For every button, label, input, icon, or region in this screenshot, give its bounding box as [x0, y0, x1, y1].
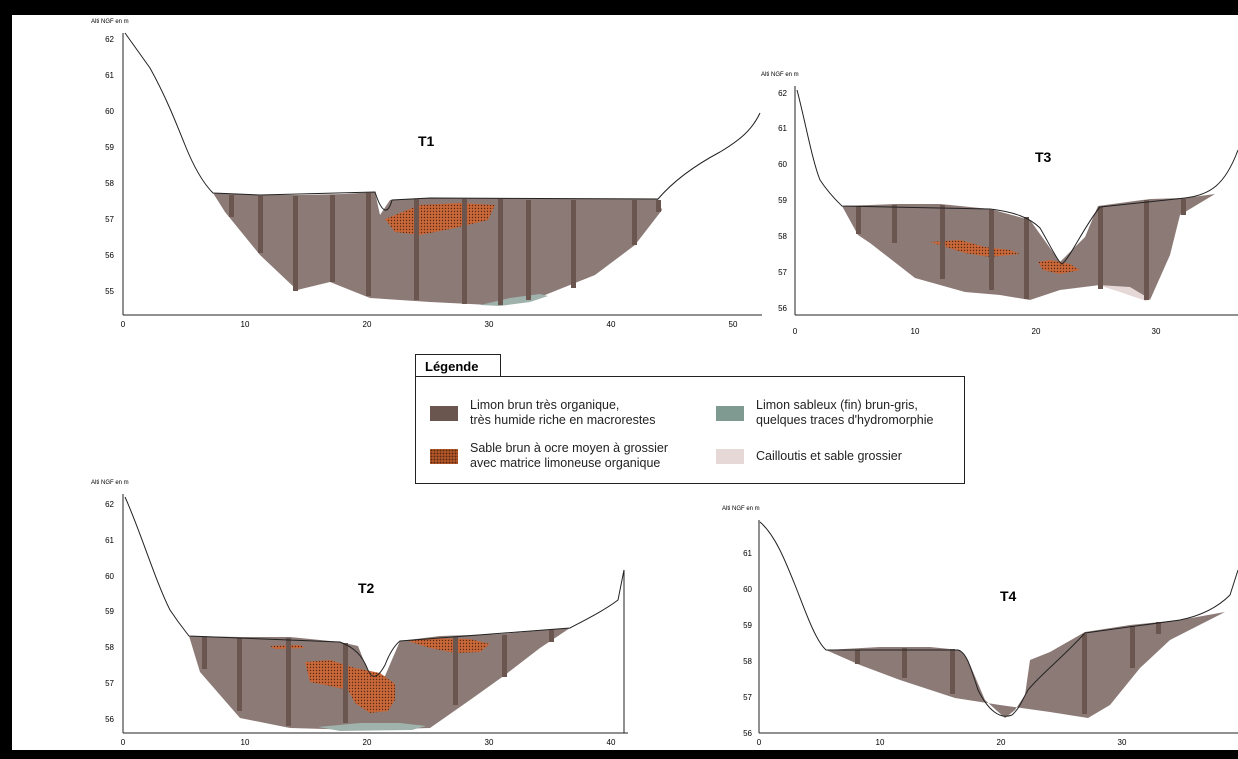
sable-swatch [430, 448, 458, 464]
legend-item-sable: Sable brun à ocre moyen à grossier avec m… [430, 441, 668, 471]
svg-text:58: 58 [743, 657, 752, 666]
y-axis-label-t3: Alti NGF en m [761, 72, 799, 78]
svg-text:62: 62 [105, 35, 114, 44]
silt-lens-t2 [318, 723, 426, 731]
svg-text:60: 60 [105, 572, 114, 581]
ground-profile-t3 [796, 89, 1238, 265]
legend-item-limon: Limon brun très organique, très humide ri… [430, 398, 656, 428]
svg-text:57: 57 [778, 268, 787, 277]
svg-text:61: 61 [743, 549, 752, 558]
ground-profile-t4 [759, 521, 1238, 717]
svg-text:50: 50 [729, 320, 738, 329]
section-t4: Alti NGF en m T4 61 60 59 58 57 56 0 10 20 30 [722, 506, 1238, 747]
svg-text:10: 10 [241, 320, 250, 329]
svg-text:56: 56 [743, 729, 752, 738]
svg-text:20: 20 [1032, 327, 1041, 336]
svg-text:59: 59 [105, 143, 114, 152]
svg-text:10: 10 [876, 738, 885, 747]
fill-limon-t4 [826, 612, 1225, 718]
svg-text:60: 60 [743, 585, 752, 594]
svg-text:10: 10 [241, 738, 250, 747]
svg-text:61: 61 [105, 536, 114, 545]
svg-text:62: 62 [105, 500, 114, 509]
svg-text:40: 40 [607, 738, 616, 747]
svg-text:59: 59 [743, 621, 752, 630]
ground-profile-t1 [124, 32, 761, 211]
cailloutis-swatch [716, 449, 744, 464]
svg-text:57: 57 [105, 679, 114, 688]
svg-text:61: 61 [778, 124, 787, 133]
svg-text:10: 10 [911, 327, 920, 336]
svg-text:0: 0 [121, 320, 126, 329]
legend-item-limon-sableux: Limon sableux (fin) brun-gris, quelques t… [716, 398, 934, 428]
svg-text:57: 57 [105, 215, 114, 224]
svg-text:30: 30 [485, 738, 494, 747]
legend-text: Sable brun à ocre moyen à grossier [470, 441, 669, 455]
title-t4: T4 [1000, 588, 1017, 604]
sand-lens-t1 [385, 203, 495, 235]
fill-limon-t1 [213, 192, 662, 305]
section-t2: Alti NGF en m T2 62 61 60 59 58 57 56 0 10 2… [91, 480, 628, 747]
legend: Limon brun très organique, très humide ri… [415, 376, 965, 484]
legend-text: quelques traces d'hydromorphie [756, 413, 934, 427]
limon-swatch [430, 405, 458, 421]
svg-text:59: 59 [778, 196, 787, 205]
title-t3: T3 [1035, 149, 1052, 165]
svg-text:60: 60 [105, 107, 114, 116]
title-t2: T2 [358, 580, 375, 596]
gravel-lens-t3 [1098, 285, 1150, 301]
svg-text:55: 55 [105, 287, 114, 296]
ground-profile-t2 [124, 496, 625, 733]
y-axis-label-t4: Alti NGF en m [722, 506, 760, 512]
y-axis-label-t2: Alti NGF en m [91, 480, 129, 486]
y-axis-label-t1: Alti NGF en m [91, 19, 129, 25]
svg-text:58: 58 [105, 643, 114, 652]
sand-lens-t3b [1038, 260, 1080, 274]
legend-text: Limon brun très organique, [470, 398, 620, 412]
limon-sableux-swatch [716, 405, 744, 421]
sand-lens-t2b [408, 638, 490, 653]
svg-text:56: 56 [105, 251, 114, 260]
svg-text:0: 0 [757, 738, 762, 747]
legend-text: Cailloutis et sable grossier [756, 449, 902, 463]
svg-text:58: 58 [778, 232, 787, 241]
sand-lens-t3a [930, 240, 1020, 257]
title-t1: T1 [418, 133, 435, 149]
legend-title: Légende [415, 354, 501, 378]
svg-text:56: 56 [105, 715, 114, 724]
svg-text:60: 60 [778, 160, 787, 169]
svg-text:62: 62 [778, 89, 787, 98]
section-t3: Alti NGF en m T3 62 61 60 59 58 57 56 0 10 2… [761, 72, 1238, 336]
legend-item-cailloutis: Cailloutis et sable grossier [716, 449, 902, 464]
svg-text:61: 61 [105, 71, 114, 80]
sand-lens-t2a [305, 660, 395, 713]
svg-text:20: 20 [363, 738, 372, 747]
svg-text:20: 20 [363, 320, 372, 329]
svg-text:56: 56 [778, 304, 787, 313]
svg-text:30: 30 [1152, 327, 1161, 336]
svg-text:30: 30 [1118, 738, 1127, 747]
svg-text:59: 59 [105, 607, 114, 616]
svg-text:0: 0 [121, 738, 126, 747]
svg-text:20: 20 [997, 738, 1006, 747]
svg-text:40: 40 [607, 320, 616, 329]
legend-text: avec matrice limoneuse organique [470, 456, 661, 470]
svg-text:57: 57 [743, 693, 752, 702]
section-t1: Alti NGF en m T1 62 61 60 59 58 57 56 55 0 10… [91, 19, 762, 329]
svg-text:30: 30 [485, 320, 494, 329]
legend-text: très humide riche en macrorestes [470, 413, 656, 427]
legend-text: Limon sableux (fin) brun-gris, [756, 398, 918, 412]
svg-text:0: 0 [793, 327, 798, 336]
svg-text:58: 58 [105, 179, 114, 188]
